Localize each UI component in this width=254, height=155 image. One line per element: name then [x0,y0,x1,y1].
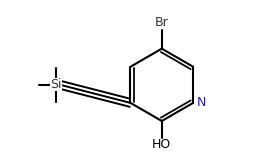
Text: HO: HO [152,138,171,151]
Text: Br: Br [154,16,168,29]
Text: N: N [196,96,206,109]
Text: Si: Si [50,78,62,91]
